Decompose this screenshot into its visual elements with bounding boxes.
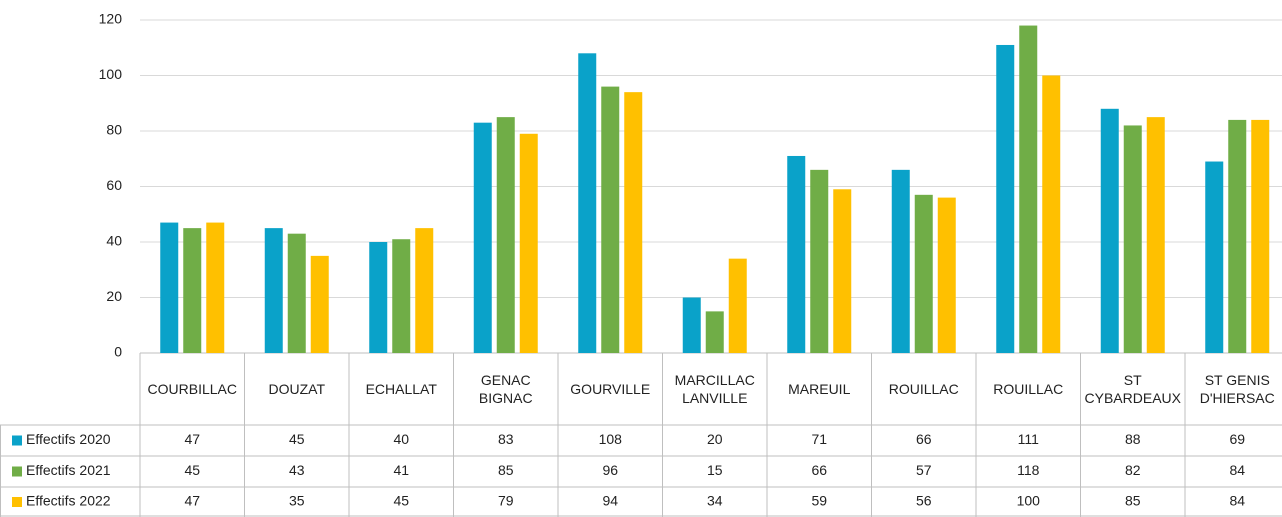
table-value: 96: [602, 462, 618, 478]
table-value: 69: [1229, 431, 1245, 447]
bar: [937, 197, 956, 353]
y-tick-label: 120: [99, 11, 123, 27]
table-value: 57: [916, 462, 932, 478]
legend-swatch: [12, 435, 22, 446]
bar: [1019, 25, 1038, 354]
table-value: 66: [811, 462, 827, 478]
bar: [473, 122, 492, 353]
y-tick-label: 20: [106, 288, 122, 304]
table-value: 118: [1017, 462, 1040, 478]
bar: [787, 155, 806, 353]
table-value: 20: [707, 431, 723, 447]
table-value: 35: [289, 493, 305, 509]
bar: [160, 222, 179, 353]
bar: [392, 239, 411, 353]
table-value: 82: [1125, 462, 1141, 478]
bar: [287, 233, 306, 353]
bar: [1205, 161, 1224, 353]
bar: [1146, 117, 1165, 353]
table-value: 71: [811, 431, 827, 447]
table-value: 45: [184, 462, 200, 478]
y-tick-label: 0: [114, 344, 122, 360]
table-value: 79: [498, 493, 514, 509]
x-tick-label: MAREUIL: [788, 381, 851, 397]
bar: [914, 194, 933, 353]
bar: [264, 228, 283, 353]
table-value: 59: [811, 493, 827, 509]
legend-label: Effectifs 2020: [26, 431, 111, 447]
bar: [601, 86, 620, 353]
table-value: 40: [393, 431, 409, 447]
bar: [206, 222, 225, 353]
y-tick-label: 100: [99, 66, 123, 82]
table-value: 85: [498, 462, 514, 478]
table-value: 94: [602, 493, 618, 509]
table-value: 47: [184, 431, 200, 447]
bar: [496, 117, 515, 353]
bar: [1042, 75, 1061, 353]
bar: [1228, 119, 1247, 354]
x-tick-label: ROUILLAC: [993, 381, 1064, 397]
y-tick-label: 40: [106, 233, 122, 249]
x-tick-label: ECHALLAT: [365, 381, 437, 397]
bar: [183, 228, 202, 353]
bar: [415, 228, 434, 353]
bar: [578, 53, 597, 354]
table-value: 45: [393, 493, 409, 509]
legend-label: Effectifs 2021: [26, 462, 111, 478]
bar: [891, 169, 910, 353]
legend-swatch: [12, 466, 22, 477]
table-value: 66: [916, 431, 932, 447]
bar: [624, 92, 643, 354]
bar: [1251, 119, 1270, 354]
table-value: 88: [1125, 431, 1141, 447]
table-value: 84: [1229, 493, 1245, 509]
table-value: 41: [393, 462, 409, 478]
y-tick-label: 60: [106, 177, 122, 193]
x-tick-label: ST GENIS D'HIERSAC: [1199, 372, 1275, 406]
bar: [705, 311, 724, 353]
bar: [1123, 125, 1142, 353]
table-value: 56: [916, 493, 932, 509]
bar: [519, 133, 538, 353]
bar: [369, 242, 388, 353]
y-tick-label: 80: [106, 122, 122, 138]
table-value: 43: [289, 462, 305, 478]
table-value: 84: [1229, 462, 1245, 478]
table-value: 83: [498, 431, 514, 447]
table-value: 45: [289, 431, 305, 447]
bar: [833, 189, 852, 353]
x-tick-label: MARCILLAC LANVILLE: [674, 372, 755, 406]
bar: [996, 44, 1015, 353]
bar: [682, 297, 701, 353]
table-value: 108: [599, 431, 623, 447]
x-tick-label: COURBILLAC: [147, 381, 237, 397]
legend-label: Effectifs 2022: [26, 493, 111, 509]
table-value: 34: [707, 493, 723, 509]
table-value: 15: [707, 462, 723, 478]
table-value: 47: [184, 493, 200, 509]
x-tick-label: ST CYBARDEAUX: [1084, 372, 1181, 406]
bar: [810, 169, 829, 353]
table-value: 111: [1018, 431, 1039, 447]
bar: [728, 258, 747, 353]
bar: [1100, 108, 1119, 353]
bar: [310, 255, 329, 353]
table-value: 85: [1125, 493, 1141, 509]
legend-swatch: [12, 497, 22, 507]
x-tick-label: DOUZAT: [268, 381, 325, 397]
x-tick-label: GOURVILLE: [570, 381, 651, 397]
table-value: 100: [1017, 493, 1041, 509]
x-tick-label: GENAC BIGNAC: [478, 372, 533, 406]
x-tick-label: ROUILLAC: [888, 381, 959, 397]
